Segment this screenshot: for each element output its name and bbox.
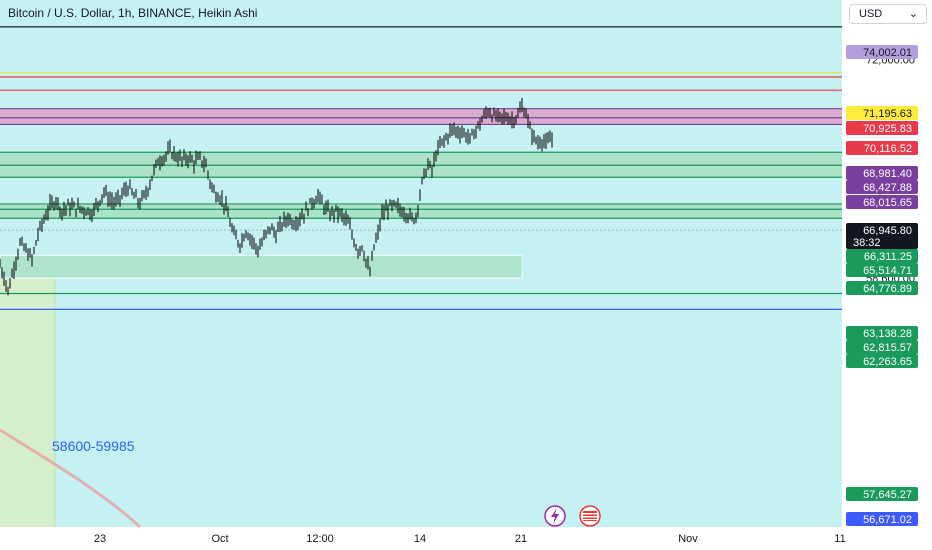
price-label-bg [846, 487, 918, 501]
price-label-text: 65,514.71 [863, 265, 912, 277]
zone-rect [0, 203, 842, 219]
price-label-bg [846, 180, 918, 194]
x-tick-label: Oct [211, 533, 228, 545]
flag-stripe [583, 516, 597, 518]
x-tick-label: 11 [834, 533, 845, 545]
price-label-text: 68,981.40 [863, 168, 912, 180]
price-label-text: 74,002.01 [863, 47, 912, 59]
price-label-bg [846, 45, 918, 59]
price-label-text: 64,776.89 [863, 283, 912, 295]
price-label-bg [846, 141, 918, 155]
price-label-text: 56,671.02 [863, 514, 912, 526]
x-tick-label: Nov [678, 533, 698, 545]
price-label-bg [846, 281, 918, 295]
x-tick-label: 23 [94, 533, 106, 545]
price-label-text: 70,116.52 [864, 143, 912, 155]
price-label-text: 62,263.65 [863, 356, 912, 368]
x-axis-ticks: 23 Oct 12:00 14 21 Nov 11 [94, 533, 846, 545]
price-label-bg [846, 263, 918, 277]
price-label-text: 63,138.28 [863, 328, 912, 340]
currency-button[interactable]: USD ⌄ [849, 4, 927, 24]
x-tick-label: 14 [414, 533, 426, 545]
x-tick-label: 21 [515, 533, 527, 545]
lightning-bolt-icon [551, 508, 559, 524]
price-label-bg [846, 354, 918, 368]
currency-label: USD [859, 8, 883, 20]
price-label-bg [846, 249, 918, 263]
price-label-bg [846, 326, 918, 340]
flag-stripe [583, 519, 597, 520]
price-label-bg [846, 512, 918, 526]
price-label-bg [846, 340, 918, 354]
price-label-bg [846, 166, 918, 180]
trend-curve [0, 428, 142, 529]
flag-stripe [583, 513, 597, 515]
chevron-down-icon: ⌄ [908, 8, 918, 20]
price-label-bg [846, 195, 918, 209]
time-axis-background[interactable] [0, 527, 932, 550]
left-highlight-zone [0, 278, 55, 527]
chart-title: Bitcoin / U.S. Dollar, 1h, BINANCE, Heik… [8, 6, 258, 20]
price-label-text: 71,195.63 [863, 108, 912, 120]
price-label-text: 62,815.57 [863, 342, 912, 354]
zone-label-58600-59985: 58600-59985 [52, 438, 135, 454]
zone-rect [0, 254, 523, 279]
price-label-text: 57,645.27 [863, 489, 912, 501]
countdown-text: 38:32 [853, 237, 881, 249]
event-icons[interactable] [544, 505, 601, 527]
price-label-text: 66,945.80 [863, 225, 912, 237]
x-tick-label: 12:00 [306, 533, 334, 545]
price-labels: 74,002.01 71,195.63 70,925.83 70,116.52 68,9… [846, 45, 918, 526]
price-label-text: 70,925.83 [863, 123, 912, 135]
price-label-text: 68,015.65 [863, 197, 912, 209]
price-label-text: 68,427.88 [863, 182, 912, 194]
price-label-text: 66,311.25 [864, 251, 912, 263]
zone-rect [0, 108, 842, 125]
candles-layer [0, 97, 553, 296]
price-label-bg [846, 106, 918, 120]
price-label-bg [846, 121, 918, 135]
price-label-bg [846, 223, 918, 249]
lines-layer [0, 26, 842, 310]
